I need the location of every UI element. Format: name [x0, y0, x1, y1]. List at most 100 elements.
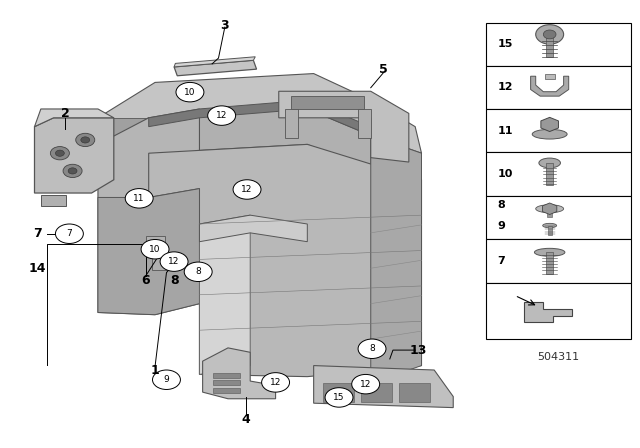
Text: 12: 12: [216, 111, 227, 120]
Text: 11: 11: [498, 125, 513, 136]
Circle shape: [233, 180, 261, 199]
Polygon shape: [98, 189, 200, 314]
Bar: [486, 109, 631, 152]
Ellipse shape: [536, 205, 564, 213]
Polygon shape: [114, 109, 371, 175]
Text: 3: 3: [221, 19, 229, 32]
Bar: [152, 254, 171, 270]
Text: 6: 6: [141, 274, 150, 287]
Circle shape: [152, 370, 180, 389]
Bar: [358, 109, 371, 138]
Circle shape: [358, 339, 386, 358]
Bar: [145, 236, 164, 252]
Polygon shape: [543, 203, 557, 215]
Circle shape: [176, 82, 204, 102]
Bar: [486, 240, 631, 283]
Text: 14: 14: [29, 262, 47, 275]
Text: 10: 10: [149, 245, 161, 254]
Circle shape: [68, 168, 77, 174]
Polygon shape: [41, 195, 66, 206]
Polygon shape: [314, 366, 453, 408]
Bar: [486, 152, 631, 196]
Text: 12: 12: [270, 378, 281, 387]
Bar: [547, 252, 553, 275]
Polygon shape: [524, 302, 572, 322]
Bar: [547, 163, 553, 185]
Text: 11: 11: [133, 194, 145, 203]
Text: 8: 8: [498, 200, 506, 210]
Polygon shape: [174, 57, 255, 67]
Bar: [548, 225, 552, 235]
Text: 12: 12: [241, 185, 253, 194]
Polygon shape: [200, 215, 250, 375]
Ellipse shape: [534, 248, 565, 256]
Polygon shape: [541, 117, 559, 132]
Bar: [399, 383, 429, 402]
Text: 4: 4: [241, 413, 250, 426]
Text: 2: 2: [61, 107, 69, 120]
Ellipse shape: [532, 129, 567, 139]
Text: 12: 12: [498, 82, 513, 92]
Text: 1: 1: [150, 364, 159, 377]
Text: 12: 12: [360, 379, 371, 389]
Circle shape: [536, 25, 564, 44]
Circle shape: [56, 150, 64, 156]
Polygon shape: [200, 215, 307, 242]
Bar: [545, 74, 555, 79]
Bar: [486, 65, 631, 109]
Circle shape: [208, 106, 236, 125]
Bar: [486, 196, 631, 240]
Circle shape: [543, 30, 556, 39]
Circle shape: [56, 224, 83, 243]
Polygon shape: [35, 118, 114, 193]
Circle shape: [352, 375, 380, 394]
Polygon shape: [203, 348, 276, 399]
Circle shape: [81, 137, 90, 143]
Text: 15: 15: [498, 39, 513, 49]
Text: 8: 8: [195, 267, 201, 276]
Bar: [285, 109, 298, 138]
Polygon shape: [371, 135, 422, 383]
Polygon shape: [98, 73, 422, 153]
Circle shape: [76, 134, 95, 146]
Polygon shape: [174, 60, 257, 76]
Polygon shape: [148, 100, 371, 135]
Text: 8: 8: [369, 344, 375, 353]
Polygon shape: [148, 144, 422, 377]
Bar: [546, 34, 554, 57]
Text: 504311: 504311: [538, 352, 580, 362]
Circle shape: [63, 164, 82, 177]
Circle shape: [125, 189, 153, 208]
Bar: [547, 209, 552, 217]
Text: 12: 12: [168, 257, 180, 266]
Bar: [361, 383, 392, 402]
Text: 10: 10: [498, 169, 513, 179]
Circle shape: [262, 373, 289, 392]
Text: 8: 8: [170, 274, 179, 287]
Polygon shape: [98, 118, 148, 144]
Bar: [213, 380, 240, 385]
Circle shape: [184, 262, 212, 281]
Text: 15: 15: [333, 393, 345, 402]
Text: 9: 9: [164, 375, 170, 384]
Polygon shape: [279, 91, 409, 162]
Text: 7: 7: [33, 227, 42, 240]
Circle shape: [160, 252, 188, 271]
Circle shape: [325, 388, 353, 407]
Text: 13: 13: [410, 344, 427, 357]
Polygon shape: [291, 96, 364, 109]
Text: 10: 10: [184, 88, 196, 97]
Bar: [486, 283, 631, 339]
Text: 9: 9: [498, 220, 506, 231]
Text: 7: 7: [498, 256, 506, 266]
Circle shape: [141, 240, 169, 259]
Bar: [323, 383, 354, 402]
Bar: [486, 23, 631, 65]
Bar: [213, 373, 240, 378]
Polygon shape: [35, 109, 114, 127]
Polygon shape: [98, 109, 200, 314]
Polygon shape: [531, 76, 569, 96]
Circle shape: [51, 146, 69, 160]
Bar: [213, 388, 240, 393]
Text: 5: 5: [379, 63, 388, 76]
